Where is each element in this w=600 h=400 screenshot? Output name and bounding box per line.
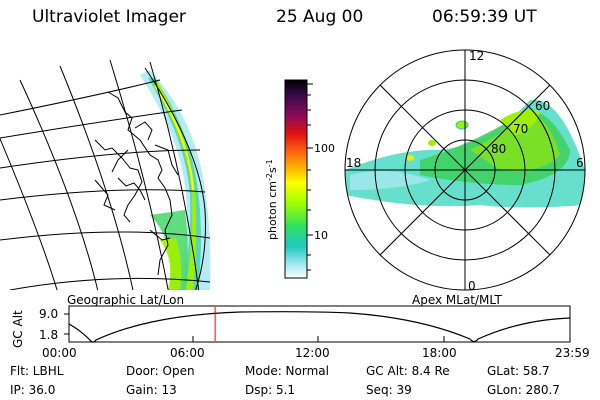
- alt-xtick-0600: 06:00: [170, 346, 205, 360]
- alt-ytick-9: 9.0: [39, 307, 58, 321]
- time-label: 06:59:39 UT: [432, 7, 537, 27]
- instrument-title: Ultraviolet Imager: [32, 7, 186, 27]
- status-glon: GLon: 280.7: [487, 383, 560, 397]
- mlt-label-18: 18: [346, 156, 361, 170]
- status-gain: Gain: 13: [126, 383, 177, 397]
- alt-ytick-1-8: 1.8: [39, 328, 58, 342]
- status-flt: Flt: LBHL: [10, 364, 64, 378]
- mlat-label-80: 80: [491, 142, 506, 156]
- altitude-curve: [68, 311, 571, 343]
- status-dsp: Dsp: 5.1: [245, 383, 296, 397]
- map-grid: [0, 59, 211, 290]
- alt-xtick-1200: 12:00: [295, 346, 330, 360]
- status-door: Door: Open: [126, 364, 195, 378]
- colorbar-tick-10: 10: [314, 229, 328, 242]
- colorbar-unit: photon cm-2s-1: [265, 159, 279, 240]
- status-mode: Mode: Normal: [245, 364, 329, 378]
- mlt-label-12: 12: [469, 49, 484, 63]
- mlat-label-60: 60: [535, 99, 550, 113]
- mlt-label-0: 0: [468, 279, 476, 293]
- alt-ylabel: GC Alt: [11, 310, 25, 348]
- date-label: 25 Aug 00: [276, 7, 364, 27]
- apex-label: Apex MLat/MLT: [412, 293, 502, 307]
- mlat-label-70: 70: [513, 122, 528, 136]
- status-glat: GLat: 58.7: [487, 364, 550, 378]
- mlt-label-6: 6: [576, 156, 584, 170]
- status-gc-alt: GC Alt: 8.4 Re: [366, 364, 450, 378]
- alt-xtick-1800: 18:00: [422, 346, 457, 360]
- alt-xtick-2359: 23:59: [555, 346, 590, 360]
- status-ip: IP: 36.0: [10, 383, 56, 397]
- alt-xtick-0000: 00:00: [42, 346, 77, 360]
- status-seq: Seq: 39: [366, 383, 412, 397]
- geographic-label: Geographic Lat/Lon: [67, 293, 185, 307]
- colorbar-tick-100: 100: [314, 142, 335, 155]
